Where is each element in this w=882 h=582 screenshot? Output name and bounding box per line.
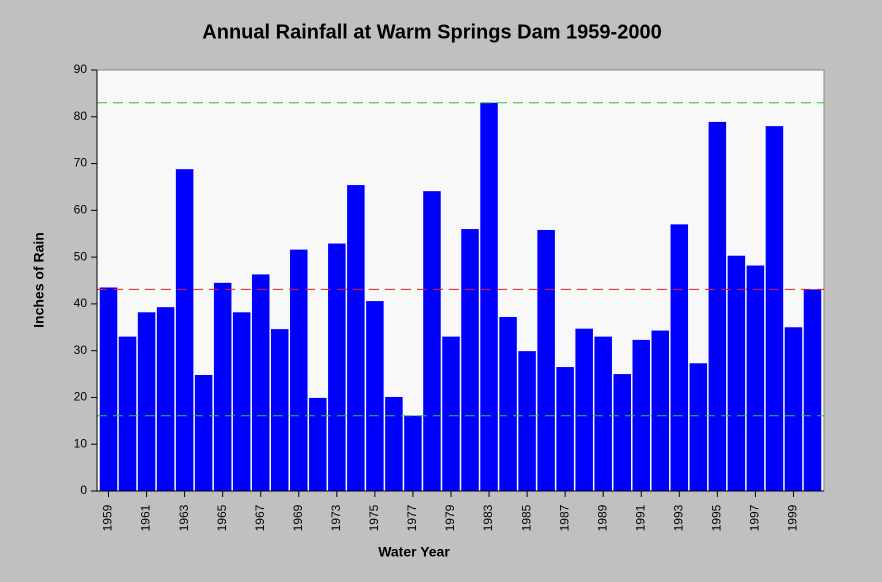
bar: [328, 243, 346, 491]
bar: [746, 265, 765, 491]
y-tick-label: 0: [80, 483, 87, 497]
x-axis-label: Water Year: [378, 544, 450, 560]
bar: [118, 336, 137, 491]
bar: [708, 121, 727, 491]
x-tick-label: 1963: [177, 504, 191, 531]
bar: [689, 363, 708, 491]
bar: [480, 102, 498, 491]
bar: [309, 397, 327, 491]
bar: [442, 336, 460, 491]
bar: [290, 249, 308, 491]
x-tick-label: 1973: [329, 504, 343, 531]
bar: [651, 330, 670, 491]
bar: [137, 312, 156, 491]
bar: [366, 301, 384, 491]
y-tick-label: 90: [74, 62, 88, 76]
bar: [765, 126, 784, 491]
y-tick-label: 30: [74, 343, 88, 357]
bar: [175, 169, 194, 491]
bar: [404, 415, 422, 491]
x-tick-label: 1965: [215, 504, 229, 531]
bar: [727, 255, 746, 491]
y-tick-label: 70: [74, 156, 88, 170]
x-tick-label: 1975: [367, 504, 381, 531]
bar: [670, 224, 689, 491]
bar: [518, 351, 536, 491]
x-tick-label: 1989: [595, 504, 609, 531]
y-tick-label: 50: [74, 249, 88, 263]
x-tick-label: 1977: [405, 504, 419, 531]
bar: [556, 367, 574, 491]
bar: [213, 282, 232, 491]
bar: [575, 328, 593, 491]
y-tick-label: 60: [74, 203, 88, 217]
bar: [499, 316, 517, 491]
bar: [537, 229, 555, 492]
bar: [232, 312, 251, 491]
bar: [156, 307, 175, 491]
x-tick-label: 1999: [786, 504, 800, 531]
x-tick-label: 1993: [671, 504, 685, 531]
bar: [270, 329, 289, 491]
x-tick-label: 1997: [748, 504, 762, 531]
chart-title: Annual Rainfall at Warm Springs Dam 1959…: [202, 21, 661, 43]
bar: [423, 191, 441, 491]
x-tick-label: 1979: [443, 504, 457, 531]
x-tick-label: 1959: [101, 504, 115, 531]
bar: [385, 396, 403, 491]
y-tick-label: 20: [74, 390, 88, 404]
x-tick-label: 1991: [633, 504, 647, 531]
bar: [461, 229, 479, 492]
y-axis-label: Inches of Rain: [31, 232, 47, 328]
x-tick-label: 1985: [519, 504, 533, 531]
x-tick-label: 1961: [139, 504, 153, 531]
y-tick-label: 10: [74, 436, 88, 450]
bar: [99, 287, 118, 491]
bar: [347, 185, 365, 491]
bar: [803, 289, 822, 491]
x-tick-label: 1987: [557, 504, 571, 531]
x-tick-label: 1967: [253, 504, 267, 531]
x-tick-label: 1969: [291, 504, 305, 531]
y-tick-label: 80: [74, 109, 88, 123]
x-tick-label: 1983: [481, 504, 495, 531]
bar: [613, 374, 631, 491]
bar: [194, 374, 213, 491]
y-tick-label: 40: [74, 296, 88, 310]
bar: [784, 327, 803, 491]
bar: [251, 274, 270, 491]
x-tick-label: 1995: [710, 504, 724, 531]
bar: [594, 336, 612, 491]
